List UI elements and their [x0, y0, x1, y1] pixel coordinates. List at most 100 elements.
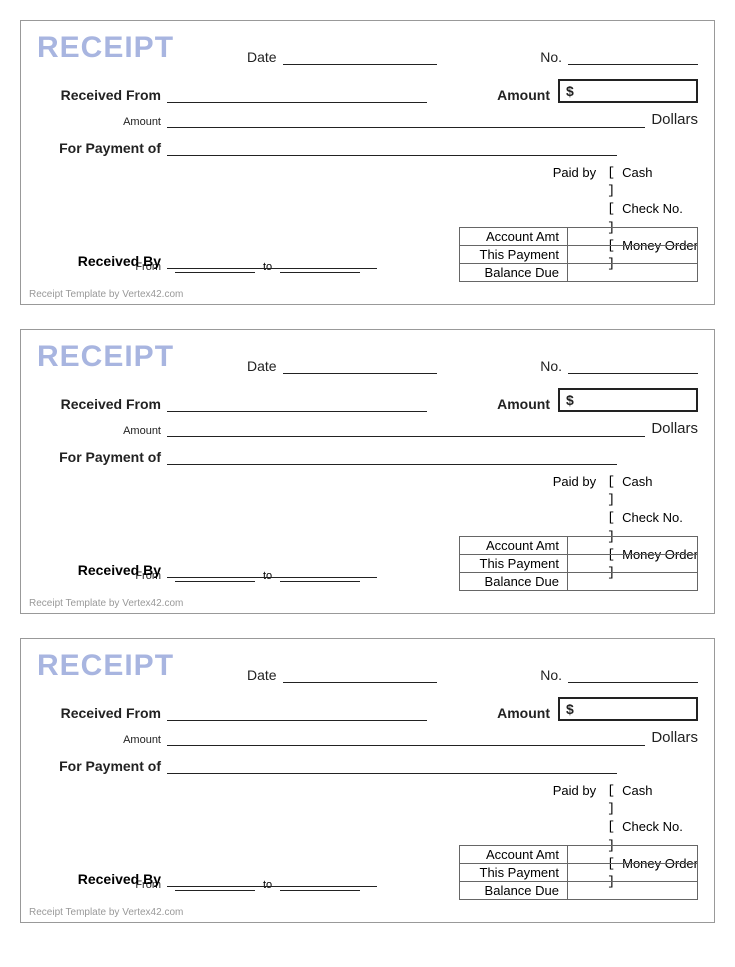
received-by-label: Received By [37, 562, 167, 578]
received-from-row: Received From Amount $ [37, 388, 698, 412]
summary-this-payment-value[interactable] [568, 555, 698, 573]
summary-balance-due-value[interactable] [568, 882, 698, 900]
received-from-row: Received From Amount $ [37, 79, 698, 103]
summary-account-amt-value[interactable] [568, 228, 698, 246]
header-row: RECEIPT Date No. [37, 649, 698, 683]
for-payment-line[interactable] [167, 758, 617, 774]
amount-label: Amount [497, 396, 558, 412]
received-from-line[interactable] [167, 87, 427, 103]
received-from-label: Received From [37, 705, 167, 721]
amount-words-line[interactable] [167, 112, 645, 128]
checkbox-cash[interactable]: [ ] [600, 473, 622, 509]
received-by-line[interactable] [167, 562, 377, 578]
no-input-line[interactable] [568, 358, 698, 374]
dollars-text: Dollars [651, 729, 698, 746]
amount-box[interactable]: $ [558, 388, 698, 412]
date-input-line[interactable] [283, 667, 437, 683]
footer-credit: Receipt Template by Vertex42.com [29, 907, 183, 918]
receipt-title: RECEIPT [37, 340, 247, 374]
paid-by-label: Paid by [540, 164, 600, 200]
summary-balance-due-value[interactable] [568, 264, 698, 282]
for-payment-row: For Payment of [37, 758, 698, 774]
summary-table: Account Amt This Payment Balance Due [459, 845, 698, 900]
summary-balance-due-label: Balance Due [460, 264, 568, 282]
paid-by-label: Paid by [540, 473, 600, 509]
for-payment-line[interactable] [167, 449, 617, 465]
summary-account-amt-value[interactable] [568, 537, 698, 555]
summary-this-payment-label: This Payment [460, 555, 568, 573]
no-label: No. [540, 667, 562, 683]
no-input-line[interactable] [568, 49, 698, 65]
summary-balance-due-label: Balance Due [460, 573, 568, 591]
date-group: Date [247, 358, 437, 374]
summary-account-amt-label: Account Amt [460, 537, 568, 555]
pay-method-cash: Cash [622, 473, 652, 509]
summary-account-amt-label: Account Amt [460, 228, 568, 246]
received-by-line[interactable] [167, 253, 377, 269]
no-label: No. [540, 358, 562, 374]
date-label: Date [247, 667, 277, 683]
pay-method-cash: Cash [622, 782, 652, 818]
amount-words-row: Amount Dollars [37, 420, 698, 437]
summary-balance-due-label: Balance Due [460, 882, 568, 900]
for-payment-label: For Payment of [37, 758, 167, 774]
summary-balance-due-value[interactable] [568, 573, 698, 591]
receipt-form: RECEIPT Date No. Received From Amount $ … [20, 638, 715, 923]
footer-credit: Receipt Template by Vertex42.com [29, 289, 183, 300]
dollars-text: Dollars [651, 111, 698, 128]
date-label: Date [247, 49, 277, 65]
received-from-line[interactable] [167, 396, 427, 412]
number-group: No. [540, 49, 698, 65]
header-row: RECEIPT Date No. [37, 340, 698, 374]
for-payment-line[interactable] [167, 140, 617, 156]
number-group: No. [540, 358, 698, 374]
date-group: Date [247, 49, 437, 65]
received-by-label: Received By [37, 871, 167, 887]
amount-small-label: Amount [37, 425, 167, 437]
no-label: No. [540, 49, 562, 65]
summary-account-amt-value[interactable] [568, 846, 698, 864]
no-input-line[interactable] [568, 667, 698, 683]
amount-small-label: Amount [37, 734, 167, 746]
checkbox-cash[interactable]: [ ] [600, 164, 622, 200]
header-row: RECEIPT Date No. [37, 31, 698, 65]
received-from-label: Received From [37, 396, 167, 412]
received-from-label: Received From [37, 87, 167, 103]
received-by-label: Received By [37, 253, 167, 269]
pay-method-cash: Cash [622, 164, 652, 200]
summary-this-payment-label: This Payment [460, 246, 568, 264]
received-by-line[interactable] [167, 871, 377, 887]
amount-label: Amount [497, 87, 558, 103]
amount-small-label: Amount [37, 116, 167, 128]
amount-words-line[interactable] [167, 730, 645, 746]
footer-credit: Receipt Template by Vertex42.com [29, 598, 183, 609]
for-payment-label: For Payment of [37, 140, 167, 156]
amount-box[interactable]: $ [558, 79, 698, 103]
summary-this-payment-label: This Payment [460, 864, 568, 882]
amount-label: Amount [497, 705, 558, 721]
date-input-line[interactable] [283, 49, 437, 65]
for-payment-row: For Payment of [37, 140, 698, 156]
summary-this-payment-value[interactable] [568, 246, 698, 264]
receipt-form: RECEIPT Date No. Received From Amount $ … [20, 20, 715, 305]
amount-words-row: Amount Dollars [37, 729, 698, 746]
date-group: Date [247, 667, 437, 683]
number-group: No. [540, 667, 698, 683]
summary-account-amt-label: Account Amt [460, 846, 568, 864]
for-payment-label: For Payment of [37, 449, 167, 465]
checkbox-cash[interactable]: [ ] [600, 782, 622, 818]
amount-words-line[interactable] [167, 421, 645, 437]
summary-table: Account Amt This Payment Balance Due [459, 227, 698, 282]
received-from-line[interactable] [167, 705, 427, 721]
receipt-form: RECEIPT Date No. Received From Amount $ … [20, 329, 715, 614]
amount-words-row: Amount Dollars [37, 111, 698, 128]
summary-this-payment-value[interactable] [568, 864, 698, 882]
received-from-row: Received From Amount $ [37, 697, 698, 721]
date-input-line[interactable] [283, 358, 437, 374]
summary-table: Account Amt This Payment Balance Due [459, 536, 698, 591]
receipt-title: RECEIPT [37, 31, 247, 65]
for-payment-row: For Payment of [37, 449, 698, 465]
dollars-text: Dollars [651, 420, 698, 437]
amount-box[interactable]: $ [558, 697, 698, 721]
receipt-title: RECEIPT [37, 649, 247, 683]
